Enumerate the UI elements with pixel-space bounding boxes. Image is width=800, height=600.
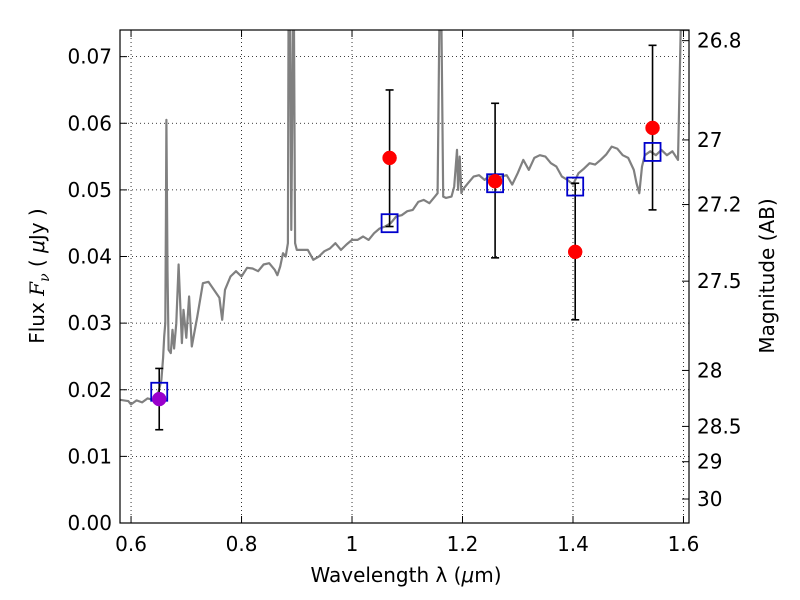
observed-point <box>645 120 660 136</box>
observed-point <box>151 391 167 407</box>
y-tick-label: 0.05 <box>67 178 112 202</box>
y-tick-label: 0.03 <box>67 311 112 335</box>
y-tick-label: 0.06 <box>67 111 112 135</box>
x-tick-label: 0.6 <box>115 532 147 556</box>
plot-frame <box>119 29 690 524</box>
y-tick-label: 0.07 <box>67 45 112 69</box>
x-tick-label: 0.8 <box>226 532 258 556</box>
y-tick-label: 0.04 <box>67 245 112 269</box>
right-tick-label: 28 <box>697 358 722 382</box>
right-tick-label: 28.5 <box>697 414 742 438</box>
observed-point <box>567 244 583 260</box>
observed-point <box>382 150 397 166</box>
ticks: 0.6 0.8 1 1.2 1.4 1.6 0.00 0.01 0.02 0.03 0.04 0.05… <box>67 29 741 556</box>
model-square-point <box>566 176 585 197</box>
right-tick-label: 30 <box>697 487 722 511</box>
observed-point <box>487 173 503 189</box>
y-tick-label: 0.02 <box>67 378 112 402</box>
y-axis-label-right: Magnitude (AB) <box>755 198 779 353</box>
right-tick-label: 29 <box>697 450 722 474</box>
model-square-point <box>643 142 662 162</box>
right-tick-label: 26.8 <box>697 29 742 53</box>
y-tick-label: 0.00 <box>67 511 112 535</box>
spectrum-line <box>120 30 689 406</box>
series-group <box>120 30 689 431</box>
right-tick-label: 27.5 <box>697 269 742 293</box>
model-square-point <box>380 213 399 234</box>
x-tick-label: 1.6 <box>668 532 700 556</box>
right-tick-label: 27.2 <box>697 193 742 217</box>
x-axis-label: Wavelength λ (μm) <box>310 563 501 587</box>
right-tick-label: 27 <box>697 128 722 152</box>
x-tick-label: 1.4 <box>557 532 589 556</box>
y-tick-label: 0.01 <box>67 444 112 468</box>
y-axis-label-left: Flux Fν ( μJy ) <box>25 208 53 344</box>
series-layer <box>120 30 689 431</box>
x-tick-label: 1 <box>346 532 359 556</box>
grid <box>120 30 689 524</box>
x-tick-label: 1.2 <box>447 532 479 556</box>
